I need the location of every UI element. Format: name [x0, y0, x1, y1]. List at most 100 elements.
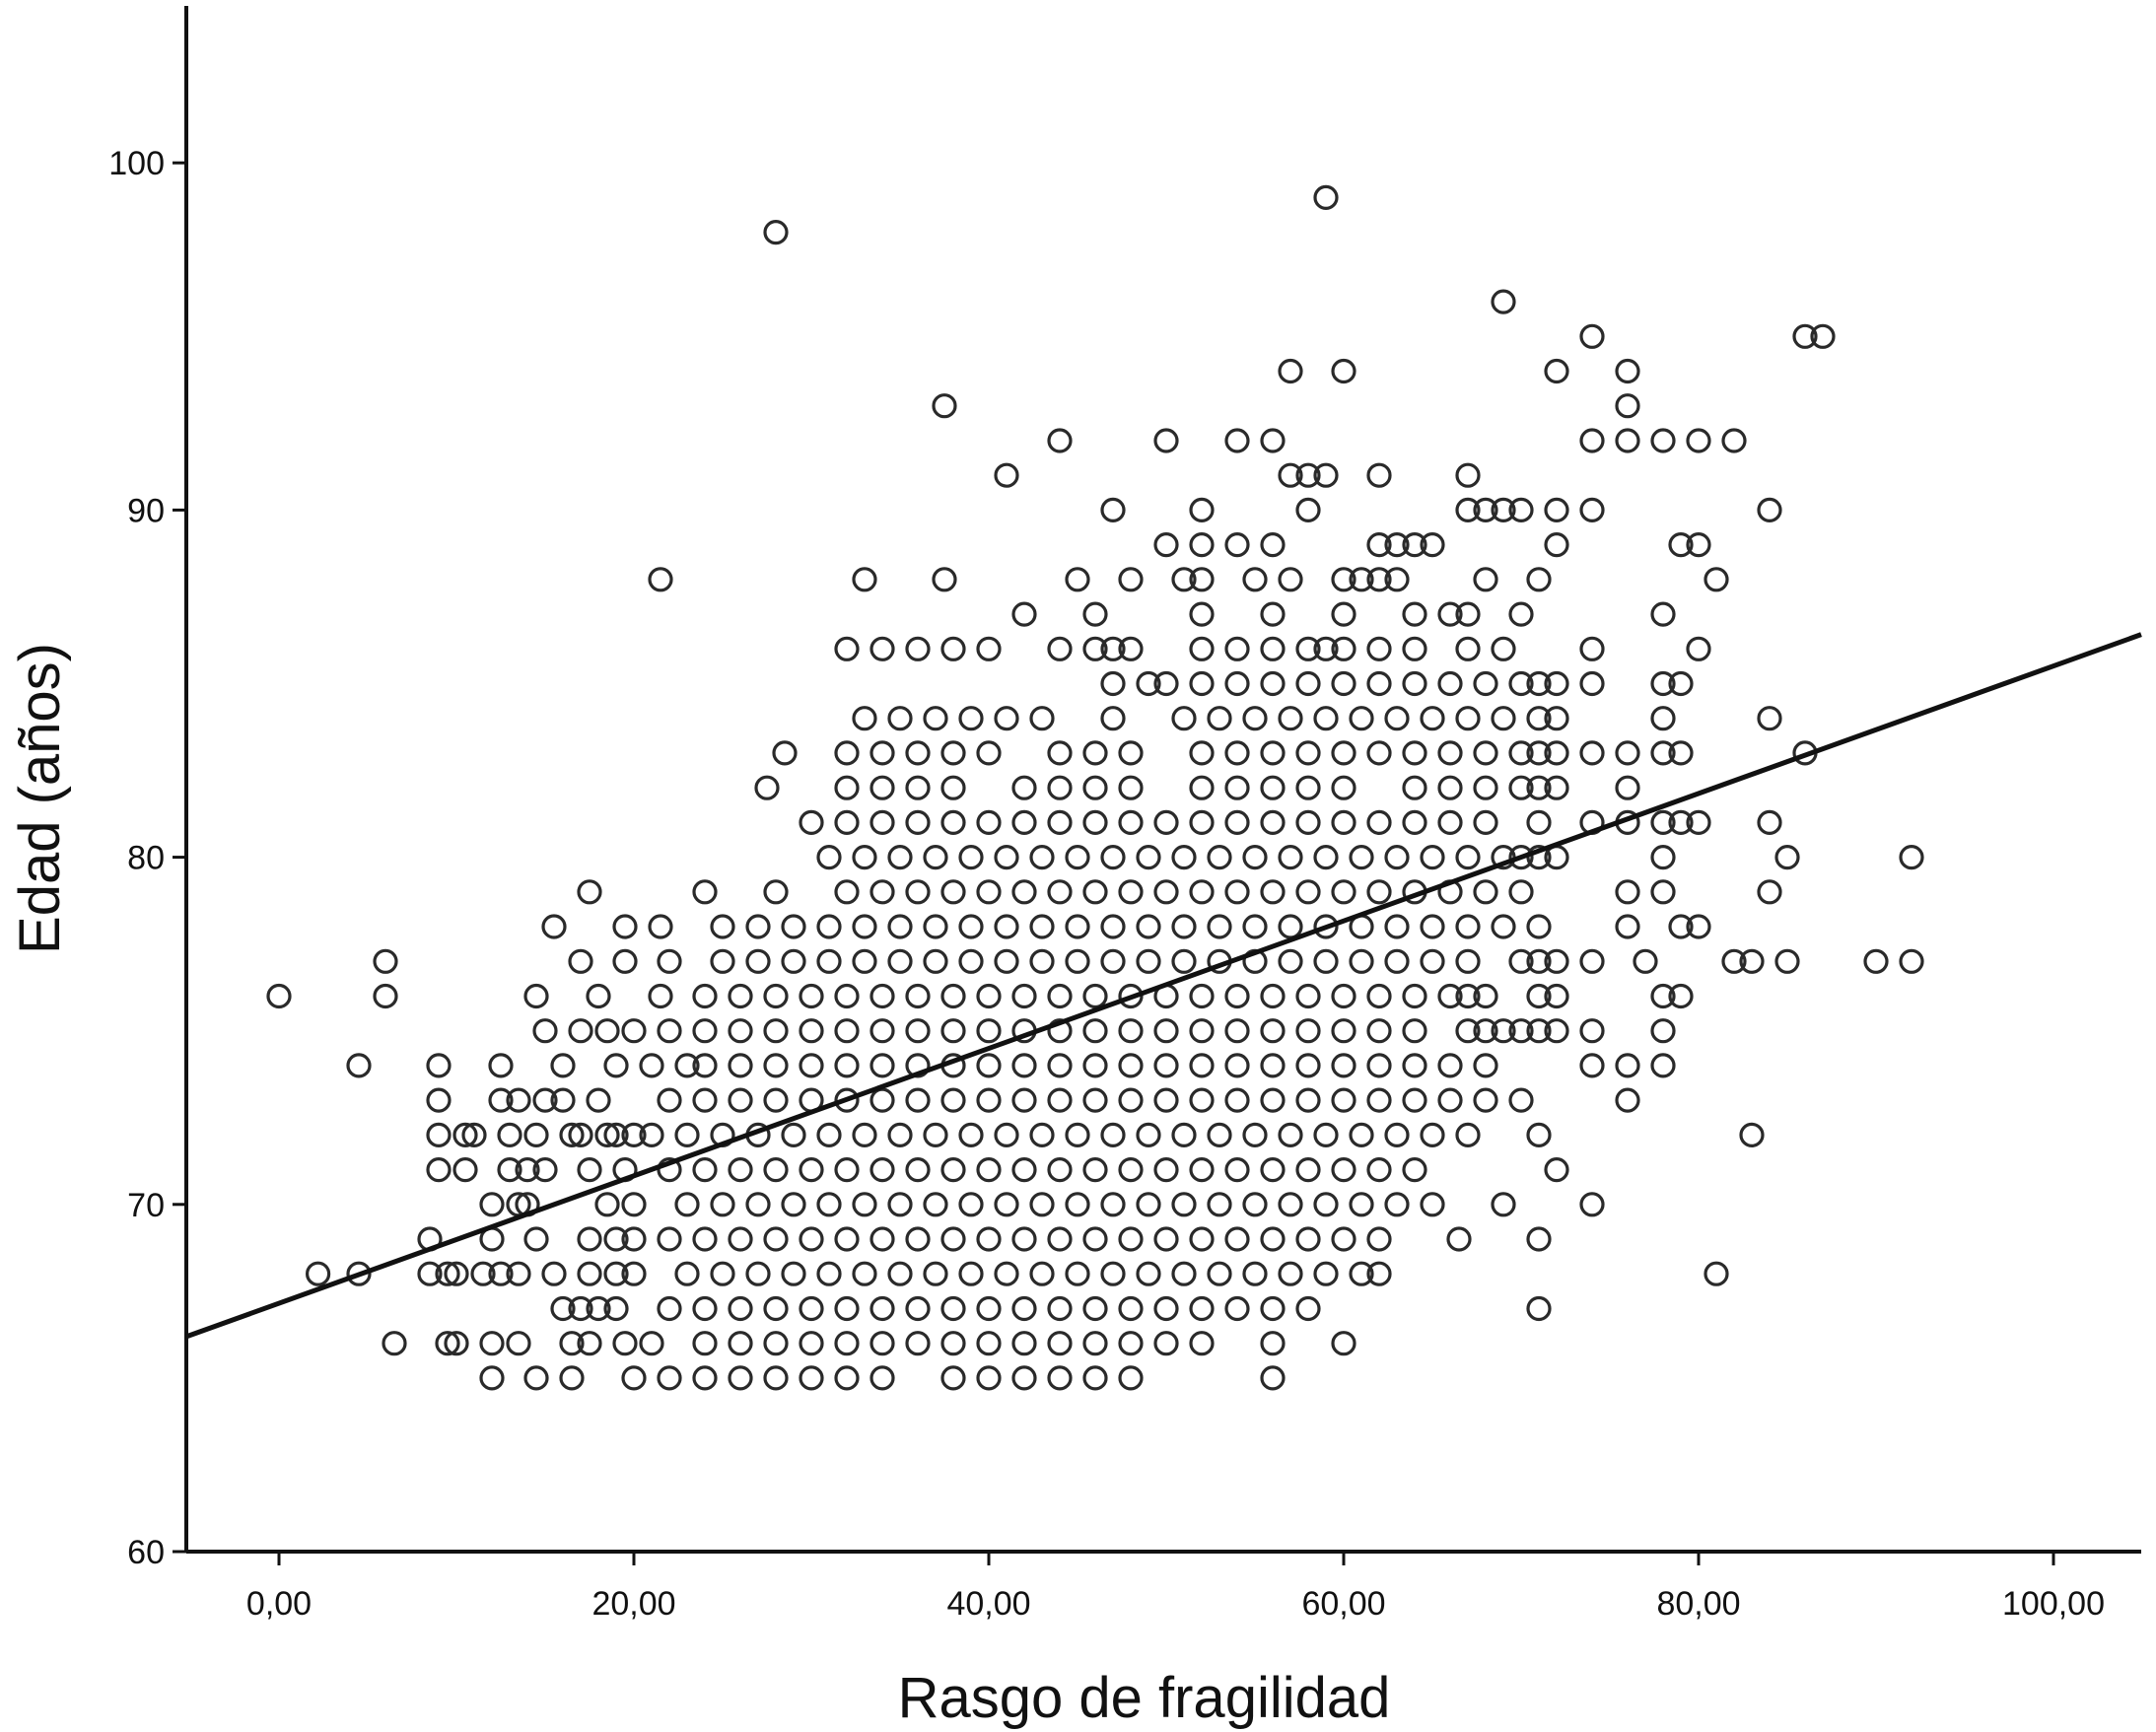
scatter-point	[1100, 1122, 1126, 1148]
scatter-point	[1668, 670, 1694, 697]
scatter-point	[958, 1122, 984, 1148]
scatter-point	[1526, 1018, 1552, 1044]
scatter-point	[905, 879, 931, 905]
scatter-point	[799, 809, 824, 836]
scatter-point	[1366, 879, 1392, 905]
scatter-point	[834, 983, 860, 1009]
scatter-point	[852, 706, 877, 731]
scatter-point	[1721, 428, 1747, 453]
scatter-point	[1260, 531, 1286, 558]
scatter-point	[621, 1226, 647, 1252]
scatter-point	[1615, 1087, 1640, 1113]
scatter-point	[1260, 983, 1286, 1009]
scatter-point	[869, 1087, 895, 1113]
scatter-point	[940, 1331, 966, 1356]
scatter-point	[1224, 879, 1250, 905]
scatter-point	[1224, 1053, 1250, 1078]
scatter-point	[1295, 740, 1321, 766]
scatter-point	[869, 809, 895, 836]
scatter-point	[1224, 428, 1250, 453]
scatter-point	[1366, 531, 1392, 558]
scatter-point	[1082, 636, 1108, 661]
scatter-point	[1899, 844, 1924, 870]
scatter-point	[1224, 1156, 1250, 1183]
scatter-point	[1153, 531, 1179, 558]
scatter-point	[1402, 1156, 1427, 1183]
scatter-point	[1402, 1053, 1427, 1078]
y-axis-title: Edad (años)	[8, 643, 72, 954]
scatter-point	[1295, 636, 1321, 661]
scatter-point	[1295, 1053, 1321, 1078]
scatter-point	[940, 1087, 966, 1113]
scatter-point	[763, 1018, 789, 1044]
scatter-point	[1047, 740, 1073, 766]
scatter-point	[612, 948, 638, 974]
scatter-point	[1242, 706, 1268, 731]
scatter-point	[1136, 1261, 1161, 1286]
scatter-point	[976, 1156, 1002, 1183]
scatter-point	[1366, 983, 1392, 1009]
scatter-point	[834, 809, 860, 836]
scatter-point	[1526, 1122, 1552, 1148]
scatter-point	[1082, 1053, 1108, 1078]
scatter-point	[834, 740, 860, 766]
scatter-point	[1153, 1087, 1179, 1113]
scatter-point	[1242, 914, 1268, 939]
scatter-point	[1295, 879, 1321, 905]
scatter-point	[869, 775, 895, 800]
scatter-point	[1384, 1192, 1410, 1217]
scatter-point	[1047, 1365, 1073, 1391]
x-tick-label: 40,00	[946, 1585, 1030, 1623]
scatter-point	[1366, 1053, 1392, 1078]
scatter-point	[834, 1365, 860, 1391]
scatter-point	[497, 1122, 522, 1148]
scatter-point	[1579, 948, 1605, 974]
x-tick-label: 100,00	[2002, 1585, 2105, 1623]
scatter-point	[603, 1053, 629, 1078]
scatter-point	[905, 740, 931, 766]
scatter-point	[1366, 462, 1392, 488]
scatter-point	[1686, 531, 1711, 558]
scatter-point	[1189, 601, 1215, 627]
scatter-point	[532, 1018, 558, 1044]
scatter-point	[1384, 844, 1410, 870]
scatter-point	[1295, 1018, 1321, 1044]
scatter-point	[1473, 775, 1498, 800]
scatter-point	[1899, 948, 1924, 974]
scatter-point	[1402, 775, 1427, 800]
scatter-point	[1189, 1226, 1215, 1252]
x-axis-title: Rasgo de fragilidad	[898, 1666, 1391, 1730]
scatter-point	[816, 914, 842, 939]
scatter-point	[1526, 670, 1552, 697]
scatter-point	[1668, 914, 1694, 939]
scatter-point	[1260, 670, 1286, 697]
scatter-point	[1455, 983, 1481, 1009]
scatter-point	[1278, 358, 1303, 384]
scatter-point	[1224, 1295, 1250, 1322]
scatter-point	[852, 1192, 877, 1217]
scatter-point	[1579, 670, 1605, 697]
scatter-point	[1047, 809, 1073, 836]
scatter-point	[1446, 1226, 1472, 1252]
scatter-point	[1650, 879, 1676, 905]
scatter-point	[382, 1331, 407, 1356]
scatter-point	[1171, 1122, 1197, 1148]
scatter-point	[692, 1053, 718, 1078]
scatter-point	[728, 1331, 753, 1356]
scatter-point	[1455, 601, 1481, 627]
scatter-point	[710, 1261, 735, 1286]
scatter-point	[523, 983, 549, 1009]
scatter-point	[594, 1018, 620, 1044]
scatter-point	[763, 220, 789, 245]
scatter-point	[1171, 914, 1197, 939]
scatter-point	[692, 983, 718, 1009]
scatter-point	[1420, 914, 1445, 939]
scatter-point	[994, 1122, 1019, 1148]
scatter-point	[1579, 636, 1605, 661]
scatter-point	[1278, 1122, 1303, 1148]
scatter-point	[657, 1087, 682, 1113]
scatter-point	[1260, 1087, 1286, 1113]
scatter-point	[1011, 601, 1037, 627]
scatter-point	[1366, 1261, 1392, 1286]
scatter-point	[674, 1053, 700, 1078]
